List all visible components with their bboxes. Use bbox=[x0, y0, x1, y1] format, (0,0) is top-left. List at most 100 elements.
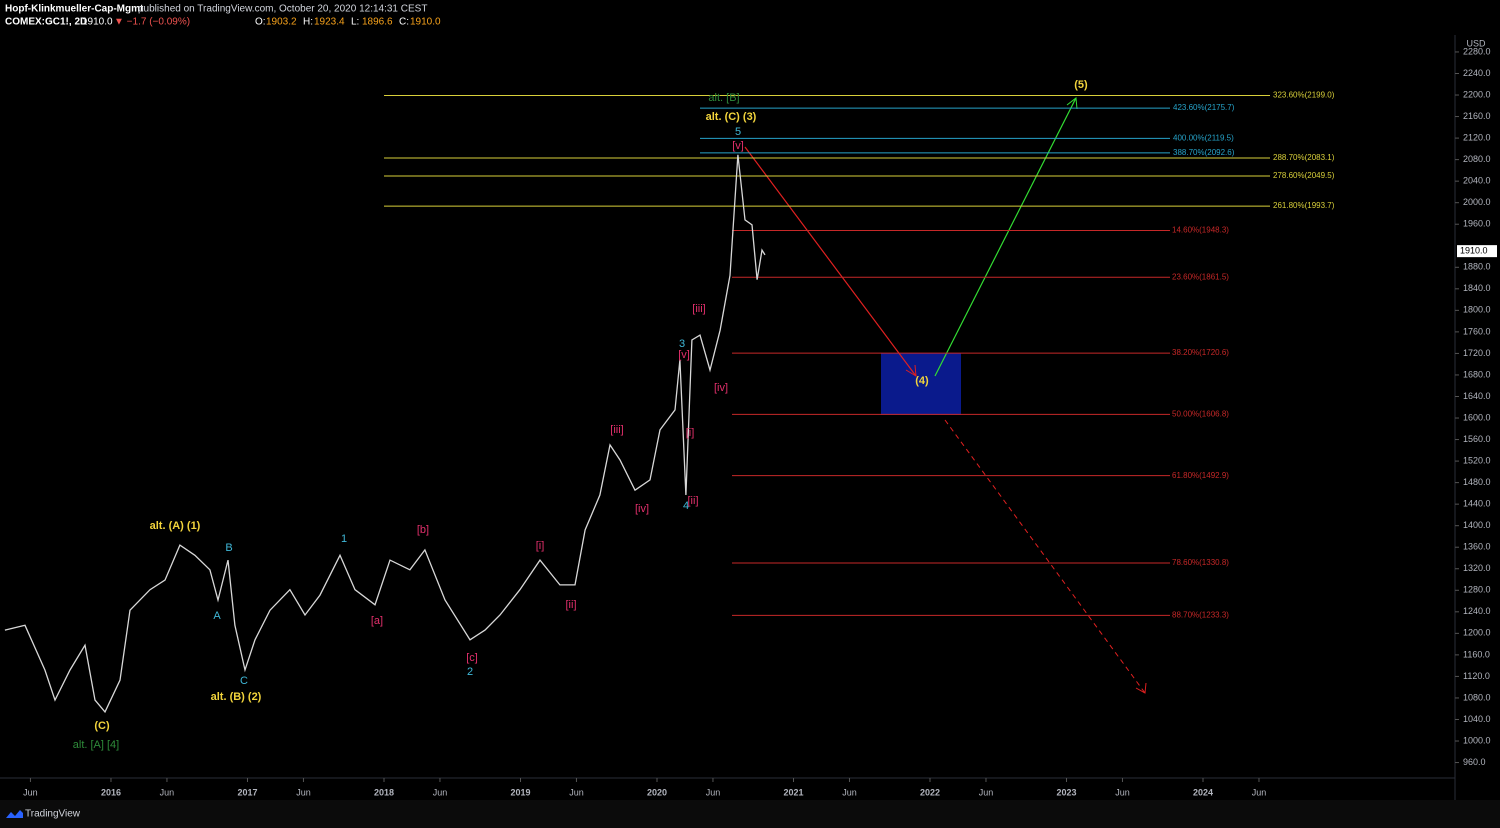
wave-label: A bbox=[213, 610, 221, 622]
wave-label: alt. (C) (3) bbox=[706, 111, 757, 123]
y-tick-label: 1360.0 bbox=[1463, 542, 1491, 552]
fib-label: 14.60%(1948.3) bbox=[1172, 226, 1229, 235]
header: Hopf-Klinkmueller-Cap-Mgmt published on … bbox=[5, 4, 427, 28]
x-tick-label: Jun bbox=[433, 787, 448, 797]
fib-label: 78.60%(1330.8) bbox=[1172, 558, 1229, 567]
alt-down-arrow bbox=[944, 419, 1146, 694]
y-tick-label: 1200.0 bbox=[1463, 628, 1491, 638]
y-tick-label: 1440.0 bbox=[1463, 499, 1491, 509]
x-tick-label: Jun bbox=[23, 787, 38, 797]
y-tick-label: 2080.0 bbox=[1463, 154, 1491, 164]
wave-label: [iii] bbox=[692, 303, 705, 315]
y-tick-label: 1080.0 bbox=[1463, 692, 1491, 702]
ohlc-value: 1903.2 bbox=[266, 17, 297, 28]
price-tag bbox=[1457, 245, 1497, 258]
x-tick-label: 2017 bbox=[237, 787, 257, 797]
fib-label: 288.70%(2083.1) bbox=[1273, 153, 1335, 162]
wave-label: [iv] bbox=[635, 503, 649, 515]
wave-label: [i] bbox=[686, 427, 695, 439]
y-tick-label: 2000.0 bbox=[1463, 197, 1491, 207]
y-tick-label: 2280.0 bbox=[1463, 46, 1491, 56]
arrow-head bbox=[1135, 682, 1147, 694]
logo-icon bbox=[6, 810, 23, 818]
change: ▼ −1.7 (−0.09%) bbox=[114, 17, 190, 28]
x-tick-label: Jun bbox=[296, 787, 311, 797]
y-tick-label: 1240.0 bbox=[1463, 606, 1491, 616]
y-tick-label: 1840.0 bbox=[1463, 283, 1491, 293]
y-tick-label: 1280.0 bbox=[1463, 585, 1491, 595]
currency: USD bbox=[1466, 38, 1486, 48]
wave-label: 4 bbox=[683, 500, 689, 512]
ohlc-label: L: bbox=[351, 17, 359, 28]
arrow-head bbox=[1066, 97, 1078, 110]
up-arrow bbox=[934, 97, 1077, 377]
fib-label: 278.60%(2049.5) bbox=[1273, 171, 1335, 180]
y-tick-label: 1400.0 bbox=[1463, 520, 1491, 530]
y-tick-label: 2200.0 bbox=[1463, 89, 1491, 99]
price-tag-label: 1910.0 bbox=[1460, 246, 1488, 256]
published: published on TradingView.com, October 20… bbox=[138, 4, 427, 15]
wave-label: [ii] bbox=[566, 599, 577, 611]
x-tick-label: 2021 bbox=[783, 787, 803, 797]
wave-label: [a] bbox=[371, 615, 383, 627]
wave-label: (4) bbox=[915, 375, 929, 387]
y-tick-label: 1760.0 bbox=[1463, 326, 1491, 336]
y-tick-label: 1640.0 bbox=[1463, 391, 1491, 401]
price-line bbox=[4, 154, 766, 714]
x-tick-label: 2024 bbox=[1193, 787, 1213, 797]
x-tick-label: 2022 bbox=[920, 787, 940, 797]
fib-label: 23.60%(1861.5) bbox=[1172, 272, 1229, 281]
wave-label: alt. [A] [4] bbox=[73, 739, 119, 751]
x-tick-label: 2023 bbox=[1056, 787, 1076, 797]
fib-label: 323.60%(2199.0) bbox=[1273, 91, 1335, 100]
last-price: 1910.0 bbox=[82, 17, 113, 28]
x-tick-label: Jun bbox=[842, 787, 857, 797]
y-tick-label: 1320.0 bbox=[1463, 563, 1491, 573]
wave-label: 2 bbox=[467, 666, 473, 678]
x-tick-label: 2016 bbox=[101, 787, 121, 797]
fib-label: 400.00%(2119.5) bbox=[1173, 133, 1234, 142]
y-tick-label: 1600.0 bbox=[1463, 412, 1491, 422]
ohlc-label: H: bbox=[303, 17, 313, 28]
wave-label: [i] bbox=[536, 540, 545, 552]
ohlc-label: C: bbox=[399, 17, 409, 28]
ohlc-value: 1896.6 bbox=[362, 17, 393, 28]
y-tick-label: 2120.0 bbox=[1463, 132, 1491, 142]
y-tick-label: 1800.0 bbox=[1463, 305, 1491, 315]
wave-label: C bbox=[240, 675, 248, 687]
fib-label: 61.80%(1492.9) bbox=[1172, 471, 1229, 480]
y-tick-label: 1720.0 bbox=[1463, 348, 1491, 358]
ohlc-label: O: bbox=[255, 17, 266, 28]
fib-label: 388.70%(2092.6) bbox=[1173, 148, 1235, 157]
plot-layer: 960.0 1000.0 1040.0 1080.0 1120.0 1160.0 1200.… bbox=[4, 46, 1491, 797]
ohlc-value: 1923.4 bbox=[314, 17, 345, 28]
y-tick-label: 1680.0 bbox=[1463, 369, 1491, 379]
wave-label: 5 bbox=[735, 126, 741, 138]
x-tick-label: 2020 bbox=[647, 787, 667, 797]
symbol: COMEX:GC1!, 2D bbox=[5, 17, 87, 28]
y-tick-label: 960.0 bbox=[1463, 757, 1486, 767]
wave-label: alt. [B] bbox=[708, 92, 739, 104]
wave-label: 3 bbox=[679, 338, 685, 350]
y-tick-label: 1880.0 bbox=[1463, 262, 1491, 272]
fib-label: 38.20%(1720.6) bbox=[1172, 348, 1229, 357]
wave-label: [b] bbox=[417, 524, 429, 536]
x-tick-label: 2018 bbox=[374, 787, 394, 797]
y-tick-label: 1520.0 bbox=[1463, 455, 1491, 465]
ohlc-value: 1910.0 bbox=[410, 17, 441, 28]
x-tick-label: Jun bbox=[1115, 787, 1130, 797]
x-tick-label: Jun bbox=[979, 787, 994, 797]
wave-label: B bbox=[225, 542, 232, 554]
wave-label: [iii] bbox=[610, 424, 623, 436]
x-tick-label: Jun bbox=[706, 787, 721, 797]
y-tick-label: 1480.0 bbox=[1463, 477, 1491, 487]
y-tick-label: 2240.0 bbox=[1463, 68, 1491, 78]
arrow-head bbox=[905, 364, 917, 377]
fib-label: 261.80%(1993.7) bbox=[1273, 201, 1335, 210]
fib-label: 88.70%(1233.3) bbox=[1172, 611, 1229, 620]
author: Hopf-Klinkmueller-Cap-Mgmt bbox=[5, 4, 144, 15]
footer-bar bbox=[0, 800, 1500, 828]
x-tick-label: Jun bbox=[569, 787, 584, 797]
y-tick-label: 2160.0 bbox=[1463, 111, 1491, 121]
